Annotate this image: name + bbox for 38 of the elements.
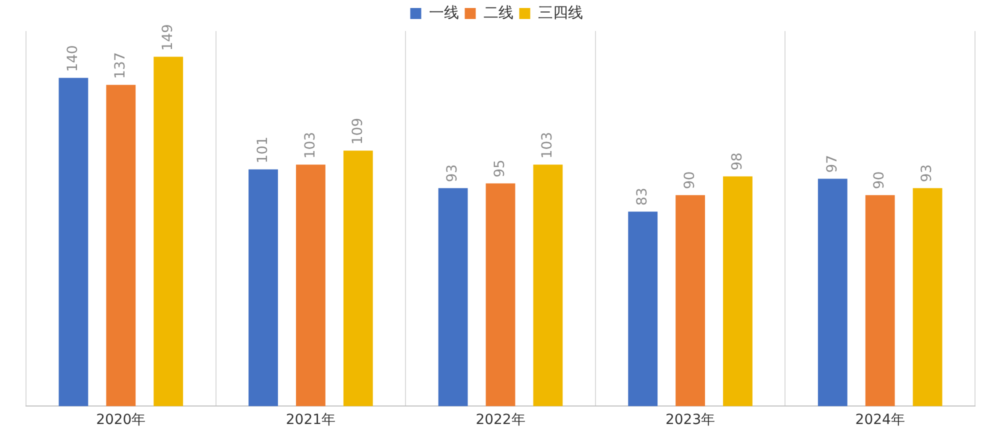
data-label: 90	[682, 171, 698, 190]
bar	[628, 212, 658, 406]
x-tick-label: 2022年	[476, 412, 526, 428]
data-label: 103	[302, 132, 318, 159]
bar	[912, 188, 942, 406]
data-label: 97	[824, 154, 840, 173]
bar	[865, 195, 895, 406]
bar	[818, 178, 848, 406]
bar	[296, 164, 326, 406]
bar	[533, 164, 563, 406]
x-tick-label: 2021年	[286, 412, 336, 428]
data-label: 95	[492, 160, 508, 178]
data-label: 98	[729, 152, 746, 170]
data-label: 140	[65, 45, 82, 72]
data-label: 137	[112, 52, 129, 79]
data-label: 93	[444, 164, 461, 182]
legend-label: 一线	[428, 3, 459, 22]
data-label: 109	[350, 118, 366, 145]
data-label: 83	[634, 188, 650, 206]
x-tick-label: 2020年	[96, 412, 146, 428]
bar	[486, 183, 516, 406]
bar	[248, 169, 278, 406]
legend-label: 三四线	[538, 3, 583, 22]
bar	[58, 78, 88, 406]
legend-label: 二线	[483, 3, 514, 22]
bar	[154, 56, 184, 406]
data-label: 90	[872, 171, 888, 190]
bar	[723, 176, 752, 406]
data-label: 93	[919, 164, 936, 182]
bar	[106, 84, 136, 406]
data-label: 101	[254, 136, 271, 164]
data-label: 149	[160, 24, 176, 51]
bar	[343, 150, 373, 406]
bar	[676, 195, 706, 406]
x-tick-label: 2023年	[665, 412, 716, 428]
data-label: 103	[540, 132, 556, 159]
bar	[438, 188, 468, 406]
x-tick-label: 2024年	[855, 412, 905, 428]
